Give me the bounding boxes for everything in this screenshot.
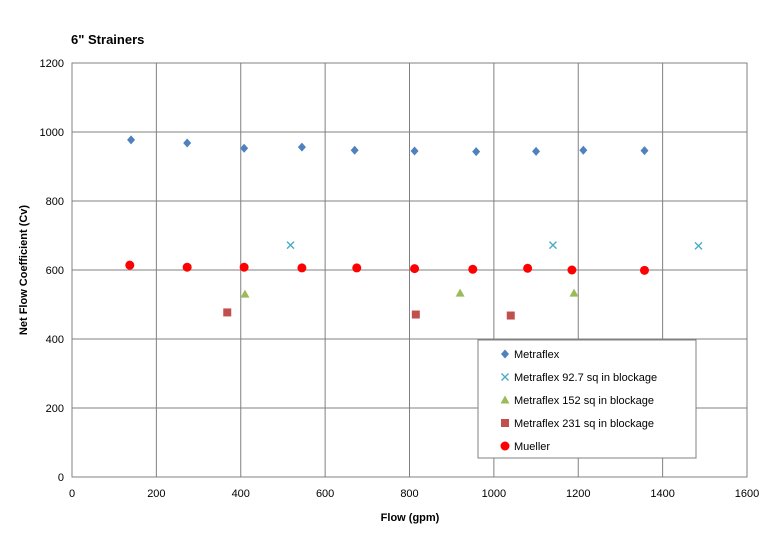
data-point xyxy=(640,146,649,156)
legend-box xyxy=(477,339,697,459)
y-tick-label: 0 xyxy=(58,472,64,484)
data-point xyxy=(639,265,649,275)
data-point xyxy=(297,263,307,273)
x-tick-label: 1400 xyxy=(650,488,674,500)
data-point xyxy=(286,241,295,250)
legend-label: Metraflex 92.7 sq in blockage xyxy=(514,372,657,384)
y-axis-label: Net Flow Coefficient (Cv) xyxy=(18,205,30,336)
data-point xyxy=(410,146,419,156)
legend-marker xyxy=(501,373,509,381)
legend-label: Metraflex 152 sq in blockage xyxy=(514,395,654,407)
y-tick-label: 800 xyxy=(46,196,64,208)
data-point xyxy=(579,145,588,155)
x-tick-label: 800 xyxy=(400,488,418,500)
series-3 xyxy=(223,308,515,320)
data-point xyxy=(468,264,478,274)
chart-title: 6" Strainers xyxy=(71,32,144,47)
y-tick-label: 600 xyxy=(46,265,64,277)
legend-label: Metraflex 231 sq in blockage xyxy=(514,418,654,430)
y-tick-label: 1000 xyxy=(40,127,64,139)
data-point xyxy=(352,263,362,273)
x-tick-label: 0 xyxy=(69,488,75,500)
legend-marker xyxy=(500,395,510,404)
data-point xyxy=(523,263,533,273)
series-2 xyxy=(240,288,579,298)
legend-label: Mueller xyxy=(514,441,550,453)
x-tick-label: 600 xyxy=(316,488,334,500)
data-point xyxy=(548,241,557,250)
legend-marker xyxy=(500,441,510,451)
data-point xyxy=(183,138,192,148)
legend-marker xyxy=(501,349,509,359)
legend-label: Metraflex xyxy=(514,349,560,361)
series-4 xyxy=(125,260,649,275)
data-point xyxy=(240,289,250,298)
x-tick-label: 1000 xyxy=(482,488,506,500)
data-point xyxy=(532,146,541,156)
x-axis-label: Flow (gpm) xyxy=(381,512,440,524)
data-point xyxy=(410,264,420,274)
data-points xyxy=(125,135,703,320)
data-point xyxy=(239,262,249,272)
y-tick-label: 1200 xyxy=(40,58,64,70)
data-point xyxy=(297,142,306,152)
x-tick-label: 1600 xyxy=(735,488,759,500)
series-0 xyxy=(127,135,649,157)
data-point xyxy=(455,288,465,297)
legend: Metraflex Metraflex 92.7 sq in blockage Me… xyxy=(477,339,697,459)
x-tick-label: 1200 xyxy=(566,488,590,500)
y-tick-label: 400 xyxy=(46,334,64,346)
data-point xyxy=(127,135,136,145)
x-tick-label: 400 xyxy=(232,488,250,500)
x-tick-label: 200 xyxy=(147,488,165,500)
data-point xyxy=(240,143,249,153)
data-point xyxy=(567,265,577,275)
plot-area xyxy=(71,62,748,478)
data-point xyxy=(411,310,420,319)
data-point xyxy=(569,288,579,297)
data-point xyxy=(506,311,515,320)
legend-marker xyxy=(501,419,509,427)
series-1 xyxy=(286,241,703,250)
data-point xyxy=(125,260,135,270)
data-point xyxy=(182,262,192,272)
data-point xyxy=(223,308,232,317)
x-axis-ticks: 0 200 400 600 800 1000 1200 1400 1600 xyxy=(69,488,759,500)
y-axis-ticks: 0 200 400 600 800 1000 1200 xyxy=(40,58,64,484)
data-point xyxy=(350,145,359,155)
data-point xyxy=(472,147,481,157)
y-tick-label: 200 xyxy=(46,403,64,415)
data-point xyxy=(694,241,703,250)
